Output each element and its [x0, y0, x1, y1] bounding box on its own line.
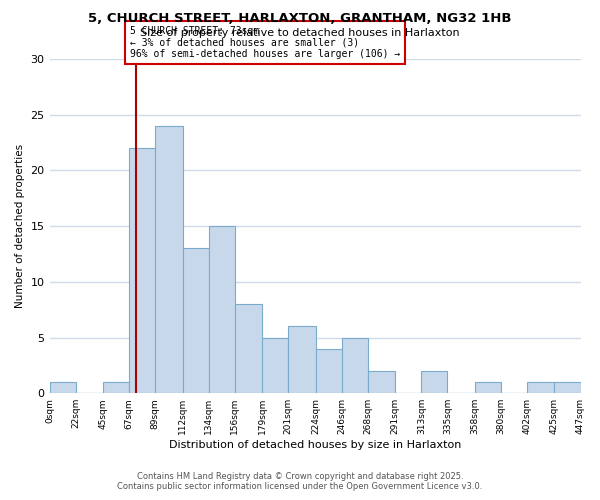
Bar — [209, 226, 235, 393]
Text: 5 CHURCH STREET: 73sqm
← 3% of detached houses are smaller (3)
96% of semi-detac: 5 CHURCH STREET: 73sqm ← 3% of detached … — [130, 26, 401, 59]
Bar — [103, 382, 129, 393]
Bar — [527, 382, 554, 393]
Bar — [182, 248, 209, 393]
Text: Contains HM Land Registry data © Crown copyright and database right 2025.
Contai: Contains HM Land Registry data © Crown c… — [118, 472, 482, 491]
Bar — [316, 348, 342, 393]
Bar — [262, 338, 288, 393]
Text: Size of property relative to detached houses in Harlaxton: Size of property relative to detached ho… — [140, 28, 460, 38]
Bar — [368, 371, 395, 393]
Bar — [342, 338, 368, 393]
Bar — [155, 126, 182, 393]
Bar — [421, 371, 448, 393]
Bar — [129, 148, 155, 393]
Bar — [475, 382, 501, 393]
X-axis label: Distribution of detached houses by size in Harlaxton: Distribution of detached houses by size … — [169, 440, 461, 450]
Bar — [554, 382, 581, 393]
Y-axis label: Number of detached properties: Number of detached properties — [15, 144, 25, 308]
Bar — [235, 304, 262, 393]
Text: 5, CHURCH STREET, HARLAXTON, GRANTHAM, NG32 1HB: 5, CHURCH STREET, HARLAXTON, GRANTHAM, N… — [88, 12, 512, 26]
Bar — [50, 382, 76, 393]
Bar — [288, 326, 316, 393]
